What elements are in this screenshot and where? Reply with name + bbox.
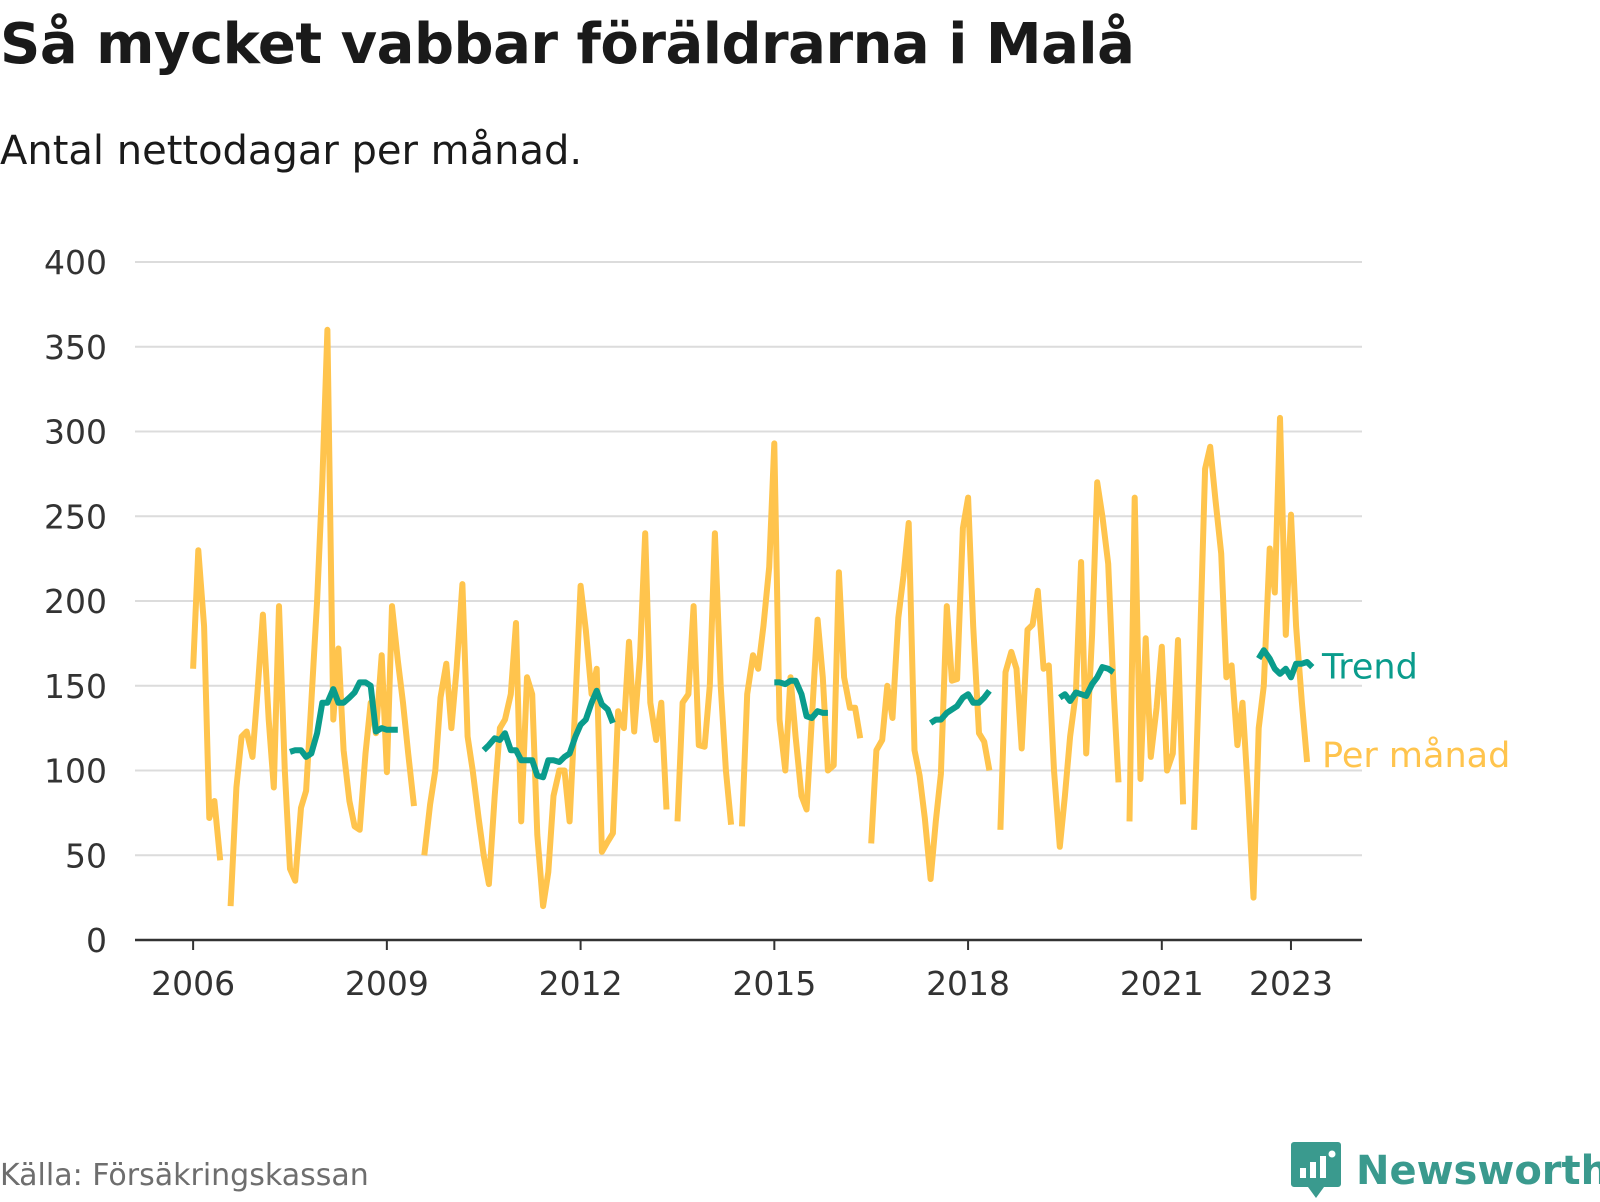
x-tick-label: 2018 [926, 964, 1010, 1003]
brand-logo: Newsworthy [1290, 1140, 1600, 1202]
series-per-manad-segment [421, 530, 670, 910]
label-per-manad: Per månad [1322, 735, 1510, 776]
y-tick-label: 350 [44, 328, 107, 367]
series-per-manad-segment [868, 494, 993, 882]
series-per-manad-segment [227, 326, 417, 907]
brand-name: Newsworthy [1356, 1148, 1600, 1194]
series-per-manad-segment [739, 440, 864, 827]
x-tick-label: 2009 [345, 964, 429, 1003]
series-per-manad-segment [1126, 494, 1187, 822]
series-trend-segment [289, 679, 398, 760]
series-per-manad-segment [190, 547, 224, 861]
x-tick-label: 2015 [732, 964, 816, 1003]
x-axis: 2006 2009 2012 2015 2018 2021 2023 [135, 938, 1362, 1003]
x-tick-label: 2023 [1249, 964, 1333, 1003]
chart-title: Så mycket vabbar föräldrarna i Malå [0, 12, 1135, 77]
series-labels: Trend Per månad [1321, 647, 1510, 776]
newsworthy-logo-icon [1291, 1142, 1341, 1198]
y-tick-label: 100 [44, 752, 107, 791]
chart-subtitle: Antal nettodagar per månad. [0, 128, 583, 174]
series-per-manad-segment [1191, 414, 1311, 901]
x-tick-label: 2006 [151, 964, 235, 1003]
label-trend: Trend [1321, 647, 1418, 687]
series-trend-segment [774, 677, 828, 721]
line-chart: 0 50 100 150 200 250 300 350 400 2006 2009 2012 201… [44, 243, 1510, 1003]
series-trend-segment [928, 688, 992, 726]
y-tick-label: 0 [86, 921, 107, 960]
series-per-manad-segment [674, 530, 735, 825]
y-tick-label: 150 [44, 667, 107, 706]
y-axis: 0 50 100 150 200 250 300 350 400 [44, 243, 107, 960]
series-lines [190, 326, 1315, 910]
x-tick-label: 2021 [1120, 964, 1204, 1003]
y-tick-label: 250 [44, 497, 107, 536]
series-trend-segment [1058, 664, 1116, 704]
y-tick-label: 300 [44, 413, 107, 452]
source-note: Källa: Försäkringskassan [0, 1158, 369, 1193]
series-per-manad-segment [997, 479, 1122, 850]
series-trend-segment [481, 687, 616, 781]
y-tick-label: 50 [65, 836, 107, 875]
series-trend-segment [1256, 647, 1315, 681]
y-tick-label: 400 [44, 243, 107, 282]
x-tick-label: 2012 [539, 964, 623, 1003]
y-tick-label: 200 [44, 582, 107, 621]
